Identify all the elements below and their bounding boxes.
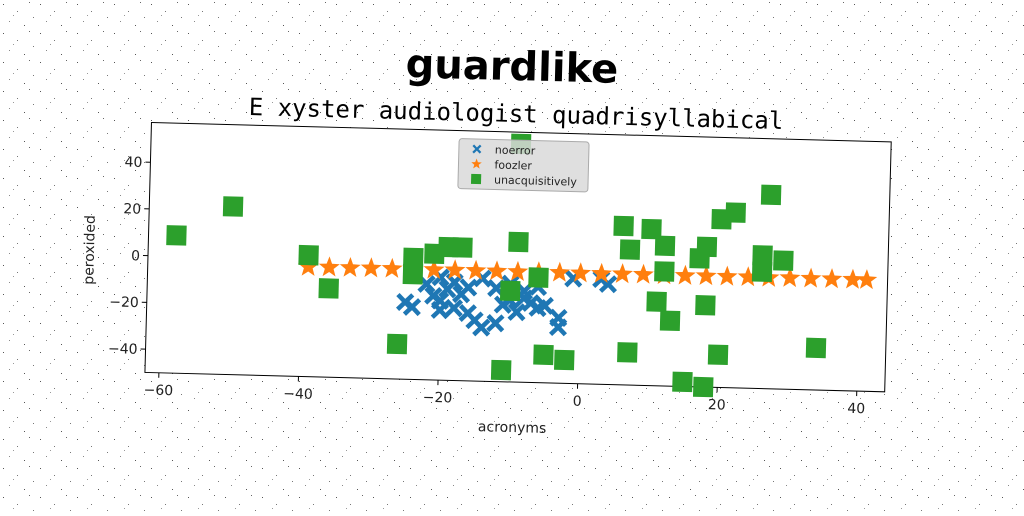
legend-marker-unacquisitively bbox=[471, 174, 481, 184]
x-tick-label: 0 bbox=[572, 394, 581, 410]
y-tick-label: −20 bbox=[109, 294, 139, 311]
point-unacquisitively bbox=[693, 377, 714, 398]
legend-label: foozler bbox=[494, 159, 532, 173]
chart-suptitle: guardlike bbox=[405, 41, 619, 93]
x-tick-label: 20 bbox=[708, 397, 726, 413]
point-unacquisitively bbox=[654, 261, 675, 282]
point-unacquisitively bbox=[773, 250, 794, 271]
point-unacquisitively bbox=[617, 342, 638, 363]
point-unacquisitively bbox=[318, 278, 339, 299]
point-unacquisitively bbox=[452, 237, 473, 258]
point-unacquisitively bbox=[613, 216, 634, 237]
point-unacquisitively bbox=[508, 232, 529, 253]
point-unacquisitively bbox=[387, 334, 408, 355]
x-tick-label: −40 bbox=[283, 386, 313, 403]
point-unacquisitively bbox=[298, 245, 319, 266]
point-unacquisitively bbox=[620, 239, 641, 260]
point-unacquisitively bbox=[655, 236, 676, 257]
point-unacquisitively bbox=[806, 338, 827, 359]
point-unacquisitively bbox=[528, 267, 549, 288]
x-axis-label: acronyms bbox=[478, 419, 547, 437]
y-tick-label: 20 bbox=[123, 201, 141, 217]
point-unacquisitively bbox=[672, 372, 693, 393]
y-axis-label: peroxided bbox=[81, 215, 99, 285]
point-unacquisitively bbox=[695, 295, 716, 316]
point-unacquisitively bbox=[403, 264, 424, 285]
point-unacquisitively bbox=[646, 291, 667, 312]
plot-area: −60 −40 −20 0 20 40 −40 −20 0 20 40 noerrorfoozler… bbox=[107, 122, 892, 418]
y-tick-label: −40 bbox=[108, 341, 138, 358]
point-unacquisitively bbox=[166, 225, 187, 246]
point-unacquisitively bbox=[761, 185, 782, 206]
point-unacquisitively bbox=[697, 237, 718, 258]
point-unacquisitively bbox=[708, 344, 729, 365]
point-unacquisitively bbox=[660, 310, 681, 331]
legend-label: unacquisitively bbox=[494, 174, 578, 189]
x-tick-label: 40 bbox=[847, 401, 865, 417]
point-unacquisitively bbox=[500, 281, 521, 302]
y-tick-label: 40 bbox=[124, 155, 142, 171]
point-unacquisitively bbox=[533, 345, 554, 366]
point-unacquisitively bbox=[554, 350, 575, 371]
point-unacquisitively bbox=[491, 360, 512, 381]
x-tick-label: −20 bbox=[423, 390, 453, 407]
legend-label: noerror bbox=[495, 144, 536, 158]
x-tick-label: −60 bbox=[143, 382, 173, 399]
point-unacquisitively bbox=[725, 202, 746, 223]
y-tick-label: 0 bbox=[131, 248, 140, 264]
point-unacquisitively bbox=[223, 196, 244, 217]
point-unacquisitively bbox=[752, 261, 773, 282]
